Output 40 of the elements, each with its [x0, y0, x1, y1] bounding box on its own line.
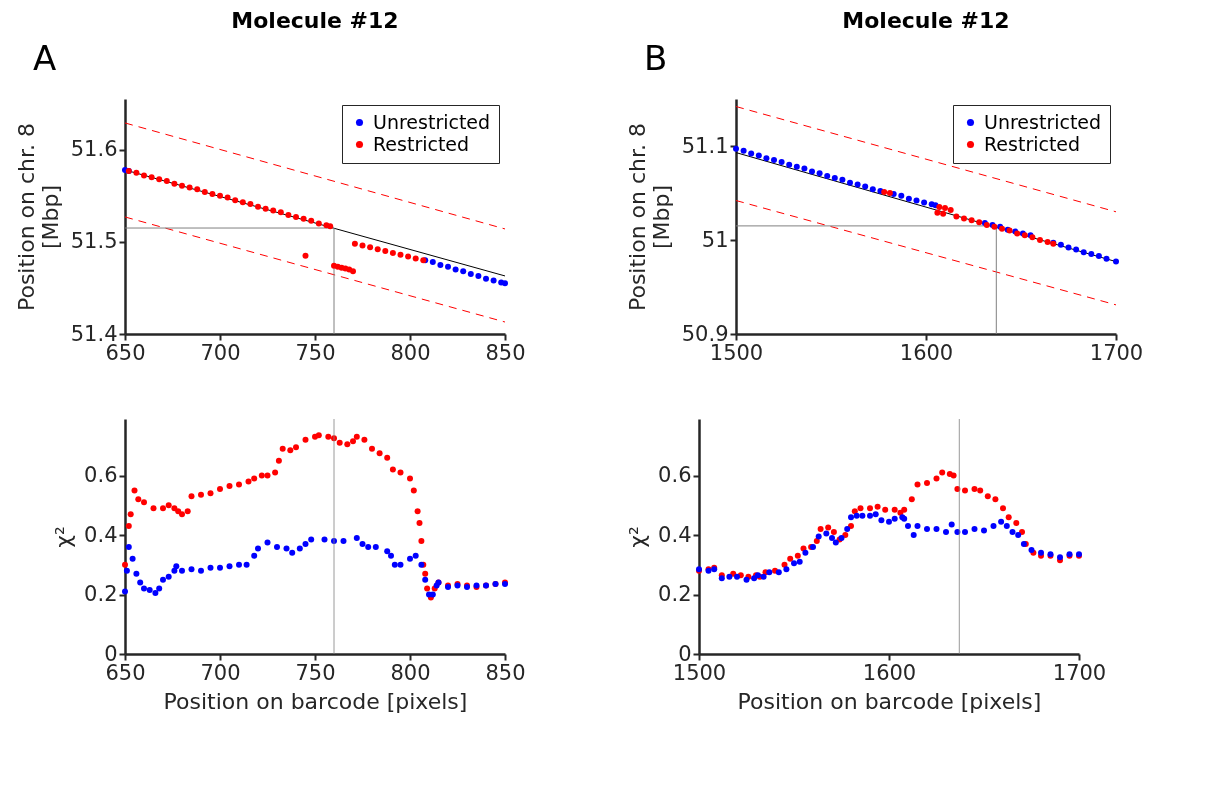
- x-tick-label: 1700: [1089, 340, 1144, 365]
- y-tick-label: 0.4: [84, 522, 118, 547]
- legend-label: Unrestricted: [984, 110, 1102, 133]
- y-tick-label: 0.6: [658, 463, 692, 488]
- y-tick-label: 0.6: [84, 463, 118, 488]
- chart-title: Molecule #12: [842, 8, 1010, 33]
- legend-label: Restricted: [984, 132, 1081, 155]
- y-tick-label: 0.2: [84, 582, 118, 607]
- y-tick-label: 51: [701, 227, 729, 252]
- y-tick-label: 0.2: [658, 582, 692, 607]
- y-tick-label: 51.1: [681, 133, 729, 158]
- y-axis-title: χ²: [625, 526, 651, 548]
- text: B: [644, 38, 668, 78]
- x-axis-title: Position on barcode [pixels]: [163, 688, 468, 714]
- y-axis-title: Position on chr. 8 [Mbp]: [13, 122, 63, 312]
- x-tick-label: 750: [295, 660, 336, 685]
- x-tick-label: 700: [200, 340, 241, 365]
- x-tick-label: 1600: [899, 340, 954, 365]
- y-tick-label: 51.5: [70, 229, 118, 254]
- y-axis-title: χ²: [51, 526, 77, 548]
- x-tick-label: 750: [295, 340, 336, 365]
- text: A: [33, 38, 57, 78]
- x-tick-label: 800: [390, 340, 431, 365]
- legend-label: Restricted: [373, 132, 470, 155]
- x-tick-label: 1500: [709, 340, 764, 365]
- y-tick-label: 51.6: [70, 137, 118, 162]
- x-axis-title: Position on barcode [pixels]: [737, 688, 1042, 714]
- legend-label: Unrestricted: [373, 110, 491, 133]
- x-tick-label: 800: [390, 660, 431, 685]
- x-tick-label: 650: [105, 340, 146, 365]
- x-tick-label: 850: [485, 340, 526, 365]
- y-tick-label: 0.4: [658, 522, 692, 547]
- y-axis-title: Position on chr. 8 [Mbp]: [624, 122, 674, 312]
- x-tick-label: 1700: [1052, 660, 1107, 685]
- x-tick-label: 1500: [672, 660, 727, 685]
- x-tick-label: 650: [105, 660, 146, 685]
- x-tick-label: 700: [200, 660, 241, 685]
- x-tick-label: 1600: [862, 660, 917, 685]
- x-tick-label: 850: [485, 660, 526, 685]
- chart-title: Molecule #12: [231, 8, 399, 33]
